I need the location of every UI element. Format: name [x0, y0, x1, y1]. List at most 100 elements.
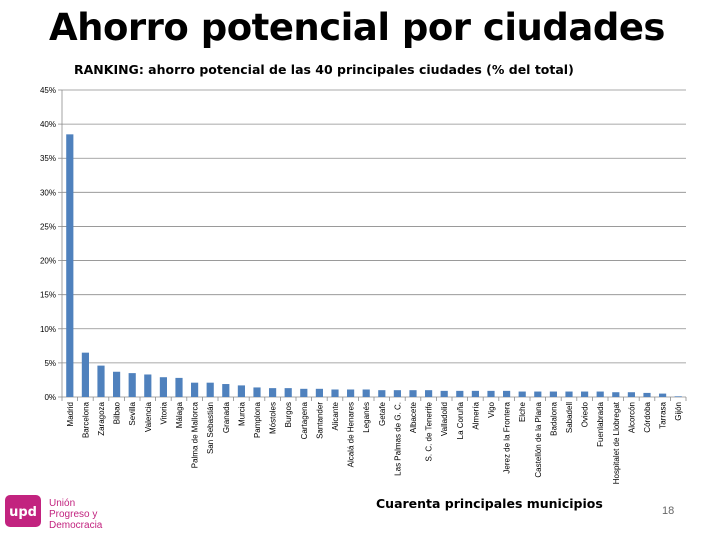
bar [66, 134, 74, 397]
x-tick-label: San Sebastián [206, 402, 215, 454]
upd-logo-icon: upd [5, 495, 41, 527]
x-tick-labels: Madrid Barcelona Zaragoza Bilbao Sevilla Vale… [66, 401, 683, 484]
chart-title: RANKING: ahorro potencial de las 40 prin… [74, 62, 574, 77]
bar [331, 389, 339, 397]
bar [409, 390, 417, 397]
bar [627, 392, 635, 397]
chart-axes [58, 89, 687, 401]
x-tick-label: Castellón de la Plana [534, 401, 543, 477]
logo-mark: upd [9, 505, 37, 520]
x-tick-label: Elche [518, 401, 527, 422]
bar [113, 371, 121, 397]
x-tick-label: La Coruña [456, 401, 465, 439]
x-tick-label: Sabadell [565, 402, 574, 433]
logo-line-1: Unión [49, 498, 76, 509]
logo-text: Unión Progreso y Democracia [49, 498, 102, 531]
bar [487, 390, 495, 397]
x-tick-label: Móstoles [269, 402, 278, 434]
x-tick-label: Jerez de la Frontera [503, 401, 512, 473]
bar [674, 396, 682, 397]
bar [144, 374, 152, 397]
bar [534, 391, 542, 397]
page-title: Ahorro potencial por ciudades [49, 6, 665, 49]
y-tick-label: 0% [44, 393, 56, 402]
bar [425, 390, 433, 397]
x-tick-label: Hospitalet de Llobregat [612, 401, 621, 484]
y-tick-label: 25% [40, 222, 56, 231]
x-tick-label: Madrid [66, 402, 75, 426]
y-tick-label: 45% [40, 86, 56, 95]
x-tick-label: S. C. de Tenerife [425, 401, 434, 461]
bar [206, 382, 214, 397]
page-number: 18 [662, 505, 675, 517]
y-tick-label: 40% [40, 120, 56, 129]
bar [253, 387, 261, 397]
y-tick-labels: 0% 5% 10% 15% 20% 25% 30% 35% 40% 45% [40, 86, 56, 402]
x-tick-label: Alcorcón [627, 402, 636, 433]
bar [393, 390, 401, 397]
y-tick-label: 10% [40, 325, 56, 334]
x-tick-label: Oviedo [581, 401, 590, 427]
bar [565, 391, 573, 397]
bar [362, 389, 370, 397]
x-tick-label: Leganés [362, 402, 371, 433]
bar [128, 373, 136, 397]
bar [596, 391, 604, 397]
x-tick-label: Murcia [237, 401, 246, 426]
x-tick-label: Getafe [378, 401, 387, 426]
x-tick-label: Valladolid [440, 402, 449, 436]
bar [440, 390, 448, 397]
bar [300, 388, 308, 397]
logo-line-3: Democracia [49, 520, 103, 531]
x-tick-label: Pamplona [253, 401, 262, 438]
x-tick-label: Málaga [175, 401, 184, 428]
x-tick-label: Palma de Mallorca [191, 401, 200, 468]
x-tick-label: Zaragoza [97, 401, 106, 435]
bar [284, 388, 292, 397]
x-tick-label: Valencia [144, 401, 153, 432]
bar-series [66, 134, 682, 397]
x-tick-label: Burgos [284, 402, 293, 427]
bar [378, 390, 386, 397]
bar [269, 388, 277, 397]
bar [222, 384, 230, 397]
bar [503, 390, 511, 397]
bar [518, 391, 526, 397]
y-tick-label: 15% [40, 291, 56, 300]
bar [315, 388, 323, 397]
bar [456, 390, 464, 397]
x-tick-label: Albacete [409, 401, 418, 433]
bar [191, 382, 199, 397]
y-tick-label: 5% [44, 359, 56, 368]
x-tick-label: Granada [222, 401, 231, 433]
x-tick-label: Santander [315, 402, 324, 439]
bar [471, 390, 479, 397]
bar [175, 377, 183, 397]
x-tick-label: Alicante [331, 401, 340, 430]
x-tick-label: Bilbao [113, 401, 122, 424]
bar [659, 393, 667, 397]
x-tick-label: Fuenlabrada [596, 401, 605, 446]
x-tick-label: Cartagena [300, 401, 309, 439]
logo-line-2: Progreso y [49, 509, 98, 520]
y-tick-label: 30% [40, 188, 56, 197]
y-tick-label: 35% [40, 154, 56, 163]
y-tick-label: 20% [40, 257, 56, 266]
x-tick-label: Vigo [487, 401, 496, 417]
bar [549, 391, 557, 397]
bar [581, 391, 589, 397]
bar [81, 352, 89, 397]
grid-lines [62, 89, 686, 364]
bar [97, 365, 105, 397]
x-tick-label: Almería [471, 401, 480, 429]
bar [643, 392, 651, 397]
bar [237, 385, 245, 397]
x-tick-label: Córdoba [643, 401, 652, 432]
x-tick-label: Las Palmas de G. C. [393, 402, 402, 476]
x-tick-label: Sevilla [128, 401, 137, 425]
x-tick-label: Badalona [549, 401, 558, 435]
x-tick-label: Tarrasa [659, 401, 668, 428]
x-tick-label: Barcelona [81, 401, 90, 438]
x-tick-label: Alcalá de Henares [347, 402, 356, 467]
